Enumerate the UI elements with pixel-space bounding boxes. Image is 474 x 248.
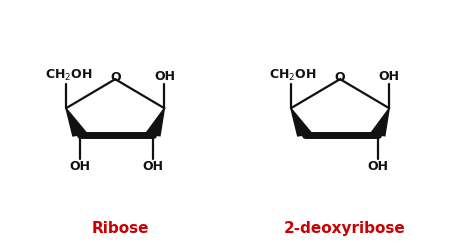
Text: OH: OH xyxy=(142,160,163,173)
Text: OH: OH xyxy=(70,160,91,173)
Text: OH: OH xyxy=(367,160,388,173)
Text: CH$_2$OH: CH$_2$OH xyxy=(269,68,317,83)
Text: CH$_2$OH: CH$_2$OH xyxy=(45,68,92,83)
Text: O: O xyxy=(110,71,120,84)
Text: O: O xyxy=(335,71,346,84)
Polygon shape xyxy=(370,108,389,136)
Polygon shape xyxy=(291,108,312,136)
Text: OH: OH xyxy=(379,70,400,83)
Text: OH: OH xyxy=(154,70,175,83)
Text: Ribose: Ribose xyxy=(91,220,149,236)
Polygon shape xyxy=(146,108,164,136)
Text: 2-deoxyribose: 2-deoxyribose xyxy=(284,220,406,236)
Polygon shape xyxy=(66,108,87,136)
